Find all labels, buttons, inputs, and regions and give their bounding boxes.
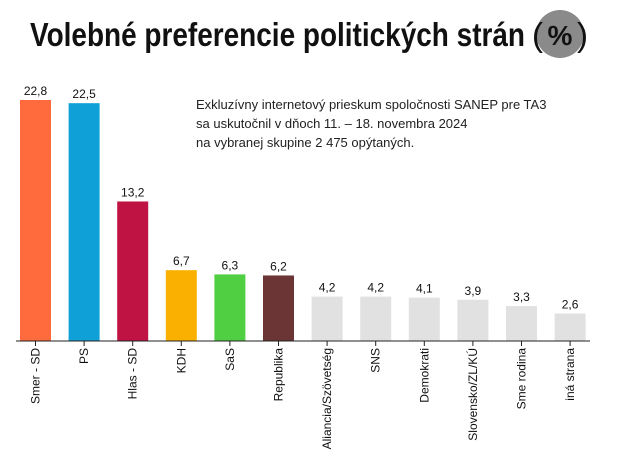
bar-value-label: 6,2 <box>270 259 287 273</box>
bar <box>408 297 440 341</box>
bar-value-label: 13,2 <box>121 185 145 199</box>
bar-value-label: 2,6 <box>562 298 579 312</box>
percent-badge-open-paren: ( <box>532 16 543 53</box>
x-axis-ticks <box>35 341 571 346</box>
x-axis-label: SNS <box>369 348 383 373</box>
value-labels: 22,8 22,5 13,2 6,7 6,3 6,2 4,2 4,2 4,1 3,9 3,3 2,6 <box>24 84 579 312</box>
bar <box>263 275 294 341</box>
x-axis-label: Demokrati <box>417 348 431 403</box>
bar <box>20 100 51 341</box>
x-axis-label: Hlas - SD <box>126 348 140 400</box>
x-axis-label: iná strana <box>563 348 577 401</box>
bar-value-label: 4,2 <box>367 281 384 295</box>
bar-value-label: 4,2 <box>319 281 336 295</box>
x-axis-label: KDH <box>174 348 188 373</box>
bar <box>214 274 246 341</box>
bar-value-label: 3,3 <box>513 290 530 304</box>
x-axis-label: Slovensko/ZL/KÚ <box>465 348 480 441</box>
survey-note: Exkluzívny internetový prieskum spoločno… <box>196 97 546 150</box>
bar <box>506 306 537 341</box>
x-axis-label: SaS <box>223 348 237 371</box>
bar-value-label: 3,9 <box>465 284 482 298</box>
survey-note-line: na vybranej skupine 2 475 opýtaných. <box>196 135 414 150</box>
x-axis-label: Smer - SD <box>29 348 43 404</box>
bar <box>165 270 197 341</box>
chart-title: Volebné preferencie politických strán <box>30 16 525 53</box>
x-axis-label: Republika <box>272 348 286 402</box>
percent-badge-symbol: % <box>548 20 573 51</box>
survey-note-line: sa uskutočnil v dňoch 11. – 18. novembra… <box>196 116 468 131</box>
bar <box>117 201 149 341</box>
bar <box>457 299 489 341</box>
bars <box>20 100 586 341</box>
bar-value-label: 6,3 <box>222 258 239 272</box>
x-axis-label: Sme rodina <box>515 348 529 410</box>
bar-value-label: 6,7 <box>173 254 190 268</box>
x-axis-label: Aliancia/Szövetség <box>320 348 334 449</box>
bar-value-label: 22,8 <box>24 84 48 98</box>
percent-badge-close-paren: ) <box>577 16 588 53</box>
bar <box>68 103 100 341</box>
x-axis-labels: Smer - SD PS Hlas - SD KDH SaS Republika Alian… <box>29 348 578 450</box>
bar <box>554 313 586 341</box>
percent-badge: ( % ) <box>532 10 588 58</box>
bar <box>311 296 343 341</box>
survey-note-line: Exkluzívny internetový prieskum spoločno… <box>196 97 546 112</box>
bar <box>360 296 392 341</box>
bar-value-label: 4,1 <box>416 282 433 296</box>
bar-value-label: 22,5 <box>72 87 96 101</box>
percent-badge-circle <box>536 10 584 58</box>
x-axis-label: PS <box>77 348 91 364</box>
